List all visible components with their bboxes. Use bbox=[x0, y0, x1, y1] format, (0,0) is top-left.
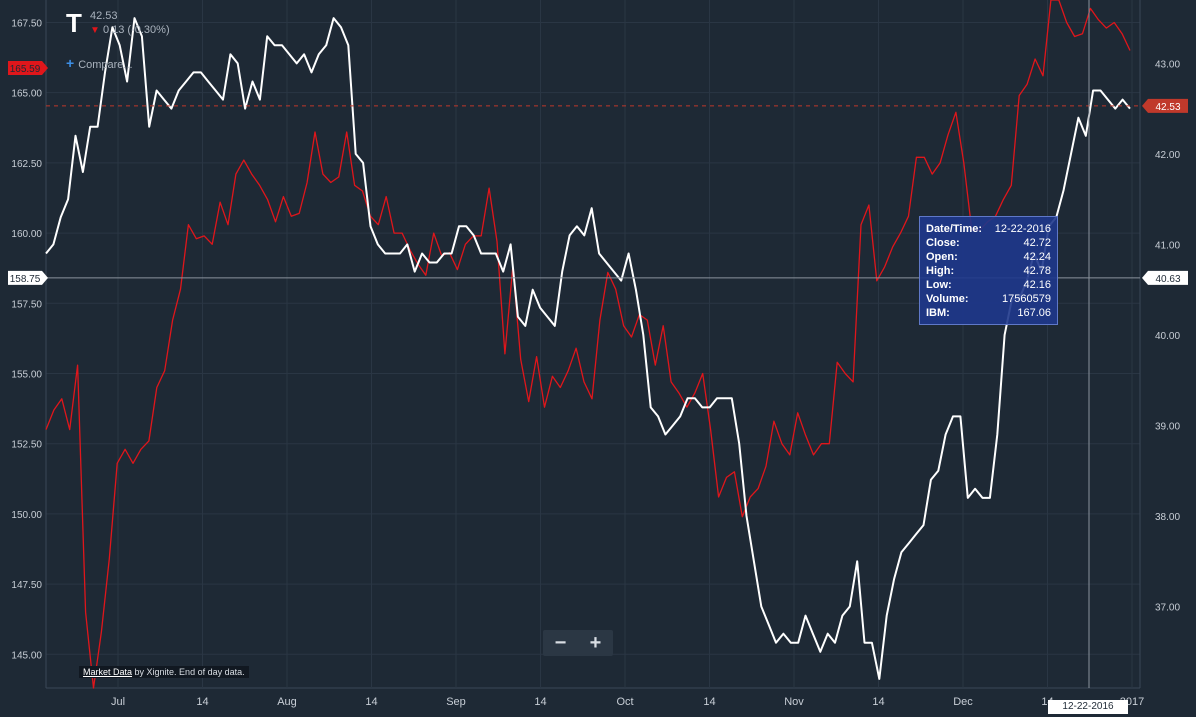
zoom-out-button[interactable]: − bbox=[554, 631, 567, 654]
right-crosshair-tag: 40.63 bbox=[1142, 270, 1188, 285]
last-price: 42.53 bbox=[90, 10, 118, 22]
right-crosshair-tag-text: 40.63 bbox=[1155, 274, 1180, 285]
plus-icon: + bbox=[66, 55, 75, 71]
left-current-tag-text: 165.59 bbox=[10, 64, 41, 75]
left-tick-label: 162.50 bbox=[11, 159, 42, 170]
tooltip-value: 12-22-2016 bbox=[994, 223, 1051, 235]
tooltip-key: Open: bbox=[926, 251, 958, 263]
tooltip-row: Open: 42.24 bbox=[926, 250, 1051, 264]
market-data-link[interactable]: Market Data bbox=[83, 667, 133, 677]
tooltip-value: 42.16 bbox=[1023, 279, 1051, 291]
x-tick-label: Dec bbox=[953, 696, 973, 708]
tooltip-row: IBM: 167.06 bbox=[926, 306, 1051, 320]
x-tick-label: Sep bbox=[446, 696, 466, 708]
tooltip-key: Low: bbox=[926, 279, 952, 291]
compare-button[interactable]: + Compare... bbox=[66, 55, 133, 71]
tooltip-value: 42.78 bbox=[1023, 265, 1051, 277]
change-value: 0.13 (-0.30%) bbox=[102, 24, 170, 36]
left-tick-label: 152.50 bbox=[11, 440, 42, 451]
x-tick-label: Oct bbox=[616, 696, 633, 708]
right-tick-label: 38.00 bbox=[1155, 512, 1180, 523]
series-line-t bbox=[45, 17, 1131, 680]
right-tick-label: 40.00 bbox=[1155, 331, 1180, 342]
right-axis: 37.00 38.00 39.00 40.00 41.00 42.00 43.00 bbox=[1155, 59, 1180, 613]
data-credit: Market Data by Xignite. End of day data. bbox=[79, 666, 249, 678]
tooltip-key: Date/Time: bbox=[926, 223, 983, 235]
tooltip-row: Low: 42.16 bbox=[926, 278, 1051, 292]
ticker-symbol: T bbox=[66, 8, 82, 38]
right-tick-label: 43.00 bbox=[1155, 59, 1180, 70]
left-crosshair-tag-shape bbox=[8, 270, 48, 285]
credit-text: by Xignite. End of day data. bbox=[132, 667, 245, 677]
right-current-tag-text: 42.53 bbox=[1155, 102, 1180, 113]
x-tick-label: Nov bbox=[784, 696, 804, 708]
left-current-tag-shape bbox=[8, 61, 48, 75]
left-crosshair-tag-text: 158.75 bbox=[10, 274, 41, 285]
tooltip-key: Volume: bbox=[926, 293, 969, 305]
right-tick-label: 39.00 bbox=[1155, 421, 1180, 432]
x-tick-label: Aug bbox=[277, 696, 297, 708]
tooltip-key: Close: bbox=[926, 237, 960, 249]
right-current-tag: 42.53 bbox=[1142, 98, 1188, 113]
tooltip-key: High: bbox=[926, 265, 955, 277]
zoom-controls: − + bbox=[543, 630, 613, 656]
tooltip-value: 167.06 bbox=[1017, 307, 1051, 319]
left-tick-label: 155.00 bbox=[11, 369, 42, 380]
data-tooltip: Date/Time: 12-22-2016 Close: 42.72 Open: 42.2… bbox=[919, 216, 1058, 325]
x-tick-label: 14 bbox=[534, 696, 546, 708]
x-tick-label: 14 bbox=[196, 696, 208, 708]
right-crosshair-tag-shape bbox=[1142, 270, 1188, 285]
left-tick-label: 147.50 bbox=[11, 580, 42, 591]
series-lines bbox=[45, 0, 1131, 689]
tooltip-row: High: 42.78 bbox=[926, 264, 1051, 278]
right-tick-label: 41.00 bbox=[1155, 240, 1180, 251]
left-tick-label: 157.50 bbox=[11, 299, 42, 310]
tooltip-key: IBM: bbox=[926, 307, 950, 319]
tooltip-row: Volume: 17560579 bbox=[926, 292, 1051, 306]
left-current-tag: 165.59 bbox=[8, 61, 48, 75]
left-axis: 145.00 147.50 150.00 152.50 155.00 157.50 160.… bbox=[11, 18, 42, 661]
tooltip-value: 42.72 bbox=[1023, 237, 1051, 249]
right-tick-label: 42.00 bbox=[1155, 150, 1180, 161]
x-tick-label: Jul bbox=[111, 696, 125, 708]
tooltip-value: 17560579 bbox=[1002, 293, 1051, 305]
left-tick-label: 160.00 bbox=[11, 229, 42, 240]
left-tick-label: 167.50 bbox=[11, 18, 42, 29]
right-current-tag-shape bbox=[1142, 98, 1188, 113]
compare-label: Compare... bbox=[78, 59, 133, 71]
left-tick-label: 150.00 bbox=[11, 510, 42, 521]
price-change: ▼ 0.13 (-0.30%) bbox=[90, 24, 170, 36]
left-tick-label: 165.00 bbox=[11, 89, 42, 100]
x-tick-label: 14 bbox=[872, 696, 884, 708]
tooltip-value: 42.24 bbox=[1023, 251, 1051, 263]
x-tick-label: 14 bbox=[365, 696, 377, 708]
tooltip-row: Close: 42.72 bbox=[926, 236, 1051, 250]
tooltip-row: Date/Time: 12-22-2016 bbox=[926, 222, 1051, 236]
chart-grid bbox=[45, 0, 1141, 689]
series-line-ibm bbox=[45, 0, 1131, 689]
crosshair-date-label: 12-22-2016 bbox=[1048, 700, 1128, 714]
x-tick-label: 14 bbox=[703, 696, 715, 708]
x-axis: Jul14Aug14Sep14Oct14Nov14Dec142017 bbox=[111, 696, 1144, 708]
left-tick-label: 145.00 bbox=[11, 650, 42, 661]
left-crosshair-tag: 158.75 bbox=[8, 270, 48, 285]
zoom-in-button[interactable]: + bbox=[589, 631, 602, 654]
right-tick-label: 37.00 bbox=[1155, 603, 1180, 614]
down-arrow-icon: ▼ bbox=[90, 25, 100, 36]
